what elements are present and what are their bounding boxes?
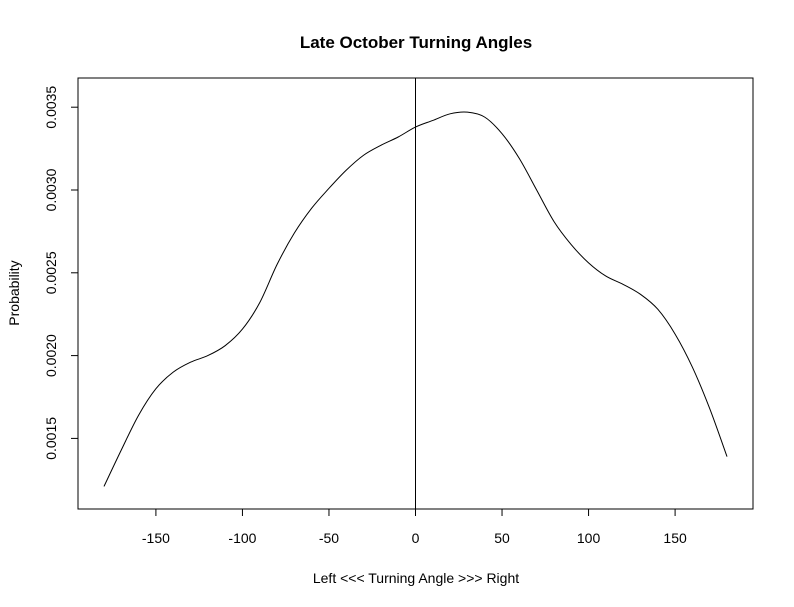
x-tick-label: -150 <box>142 530 170 546</box>
x-tick-label: 50 <box>494 530 510 546</box>
chart-title: Late October Turning Angles <box>300 33 532 52</box>
x-tick-label: 100 <box>577 530 601 546</box>
x-tick-label: 150 <box>663 530 687 546</box>
x-tick-label: 0 <box>412 530 420 546</box>
y-tick-label: 0.0020 <box>43 334 59 377</box>
y-tick-label: 0.0025 <box>43 251 59 294</box>
y-tick-label: 0.0015 <box>43 417 59 460</box>
x-axis: -150 -100 -50 0 50 100 150 <box>142 509 687 546</box>
series-line-density <box>103 111 728 487</box>
x-tick-label: -100 <box>228 530 256 546</box>
y-axis: 0.0015 0.0020 0.0025 0.0030 0.0035 <box>43 86 78 460</box>
x-tick-label: -50 <box>319 530 339 546</box>
y-tick-label: 0.0035 <box>43 86 59 129</box>
x-axis-label: Left <<< Turning Angle >>> Right <box>313 570 519 586</box>
y-tick-label: 0.0030 <box>43 168 59 211</box>
y-axis-label: Probability <box>6 260 22 325</box>
